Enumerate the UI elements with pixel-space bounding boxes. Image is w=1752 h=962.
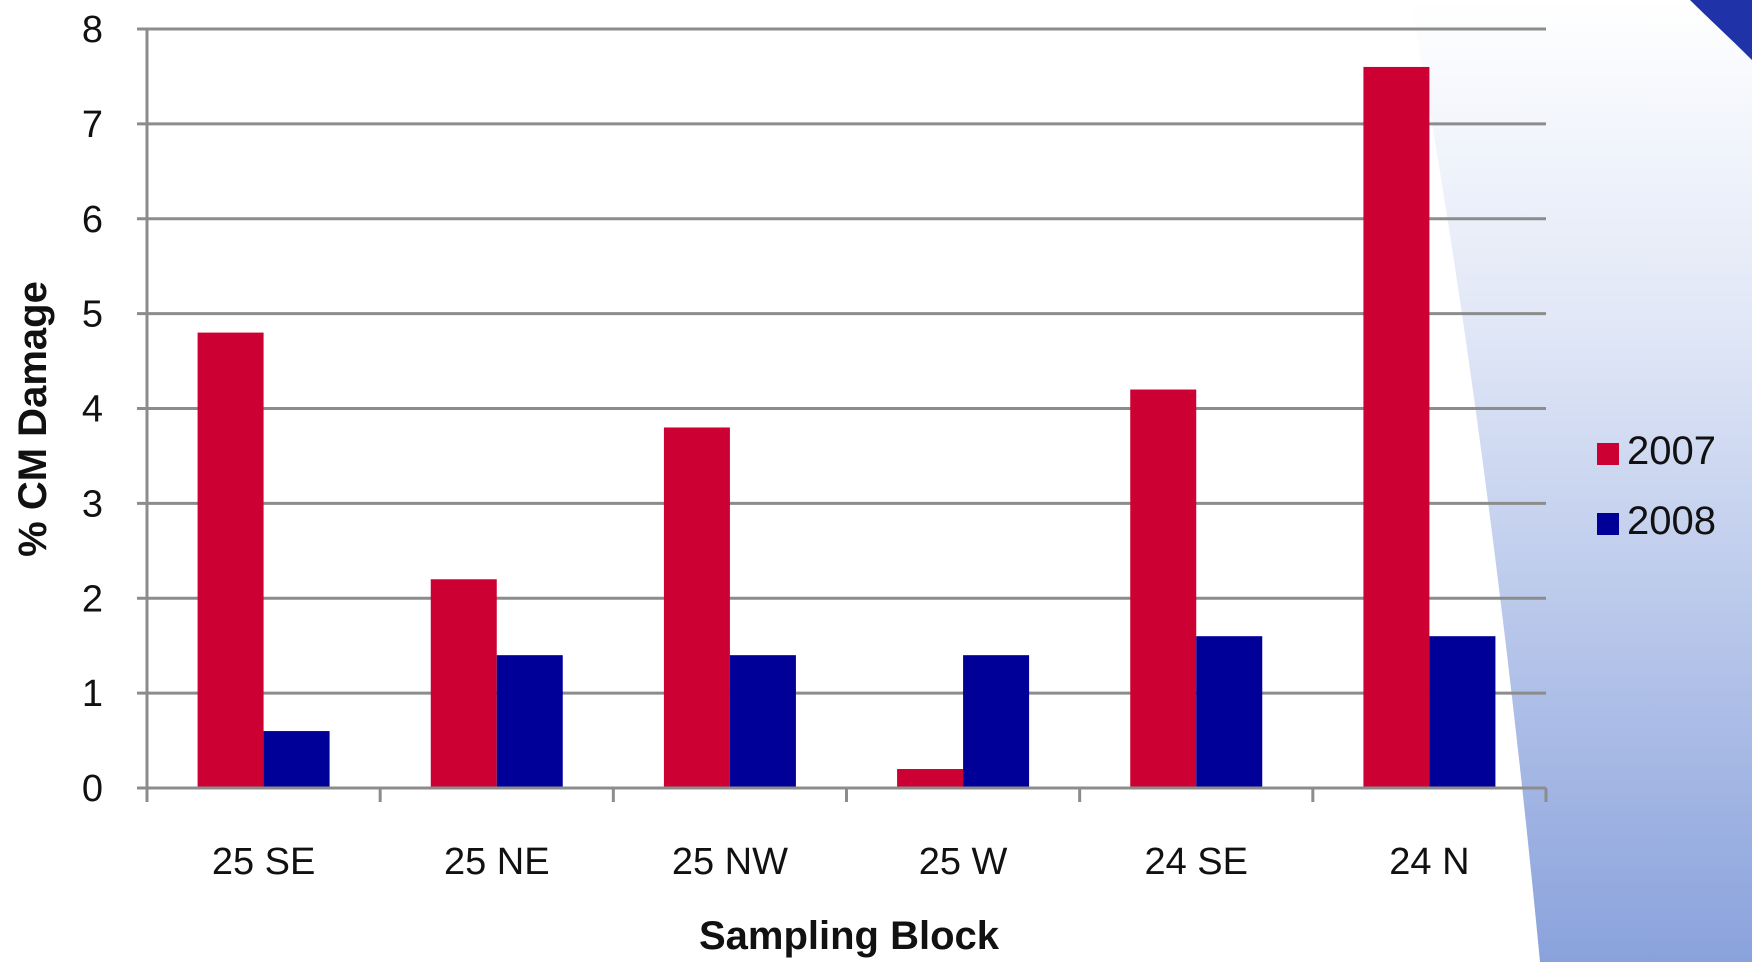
y-tick-label-0: 0 [82,768,103,810]
bars [197,66,1496,788]
bar-2007-25-ne [430,579,497,788]
y-tick-label-4: 4 [82,389,103,431]
y-tick-label-5: 5 [82,294,103,336]
bar-2007-25-nw [663,427,730,788]
bar-2008-25-w [963,655,1030,788]
corner-swoosh [1690,0,1752,60]
bar-2007-24-n [1363,66,1430,788]
x-tick-labels: 25 SE 25 NE 25 NW 25 W 24 SE 24 N [212,841,1470,883]
legend: 2007 2008 [1597,429,1716,543]
bar-2007-24-se [1130,389,1197,788]
y-tick-label-6: 6 [82,199,103,241]
y-tick-label-7: 7 [82,104,103,146]
bar-2007-25-w [897,769,964,788]
y-tick-label-8: 8 [82,9,103,51]
x-axis-title: Sampling Block [699,914,1000,958]
y-tick-label-2: 2 [82,578,103,620]
bar-2008-25-ne [496,655,563,788]
y-tick-label-3: 3 [82,483,103,525]
x-tick-label-25-se: 25 SE [212,841,316,883]
x-tick-label-24-n: 24 N [1389,841,1469,883]
y-tick-label-1: 1 [82,673,103,715]
bar-2008-24-se [1196,636,1263,788]
legend-swatch-2008 [1597,513,1619,535]
legend-swatch-2007 [1597,443,1619,465]
x-tick-label-25-nw: 25 NW [672,841,788,883]
bar-2008-25-se [263,731,330,788]
legend-label-2007: 2007 [1627,429,1716,473]
y-axis-title: % CM Damage [11,281,55,557]
bar-2008-24-n [1429,636,1496,788]
x-tick-label-25-w: 25 W [919,841,1008,883]
x-tick-label-24-se: 24 SE [1144,841,1248,883]
bar-2007-25-se [197,332,264,788]
gridlines [147,27,1546,695]
legend-label-2008: 2008 [1627,499,1716,543]
background-swoosh [1410,0,1752,962]
axes [137,27,1548,802]
y-tick-labels: 0 1 2 3 4 5 6 7 8 [82,9,103,810]
x-tick-label-25-ne: 25 NE [444,841,550,883]
bar-2008-25-nw [729,655,796,788]
